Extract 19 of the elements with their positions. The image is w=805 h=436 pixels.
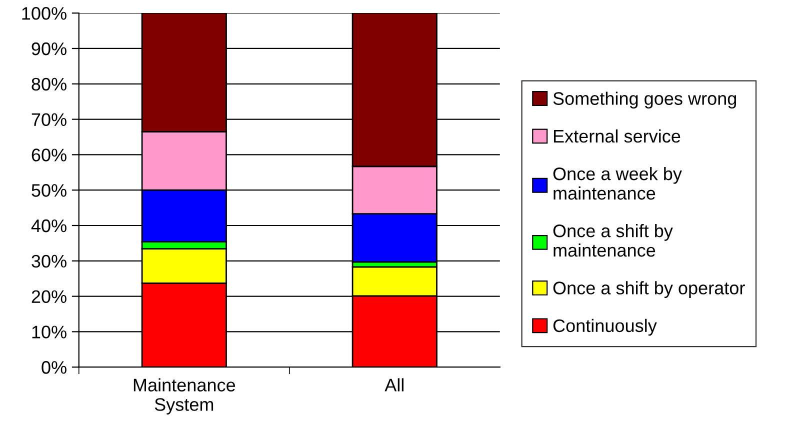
- y-tick-label: 30%: [32, 254, 66, 268]
- legend-label: Once a week by maintenance: [553, 166, 682, 200]
- legend-label: External service: [554, 129, 680, 143]
- y-tick-label: 20%: [32, 290, 66, 304]
- legend-label: Once a shift by operator: [553, 281, 745, 298]
- legend-label: Continuously: [553, 318, 657, 336]
- x-tick-label: All: [384, 378, 404, 392]
- y-tick-label: 50%: [32, 184, 66, 197]
- y-tick-label: 80%: [32, 78, 66, 91]
- legend-label: Once a shift by maintenance: [553, 224, 673, 257]
- y-tick-label: 10%: [32, 326, 66, 338]
- y-tick-label: 90%: [32, 42, 66, 56]
- y-tick-label: 0%: [42, 361, 66, 374]
- y-tick-label: 40%: [31, 219, 66, 232]
- legend-label: Something goes wrong: [553, 92, 736, 109]
- y-tick-label: 60%: [32, 148, 66, 162]
- x-tick-label: Maintenance System: [134, 378, 236, 414]
- y-tick-label: 70%: [32, 113, 66, 126]
- y-tick-label: 100%: [22, 7, 66, 20]
